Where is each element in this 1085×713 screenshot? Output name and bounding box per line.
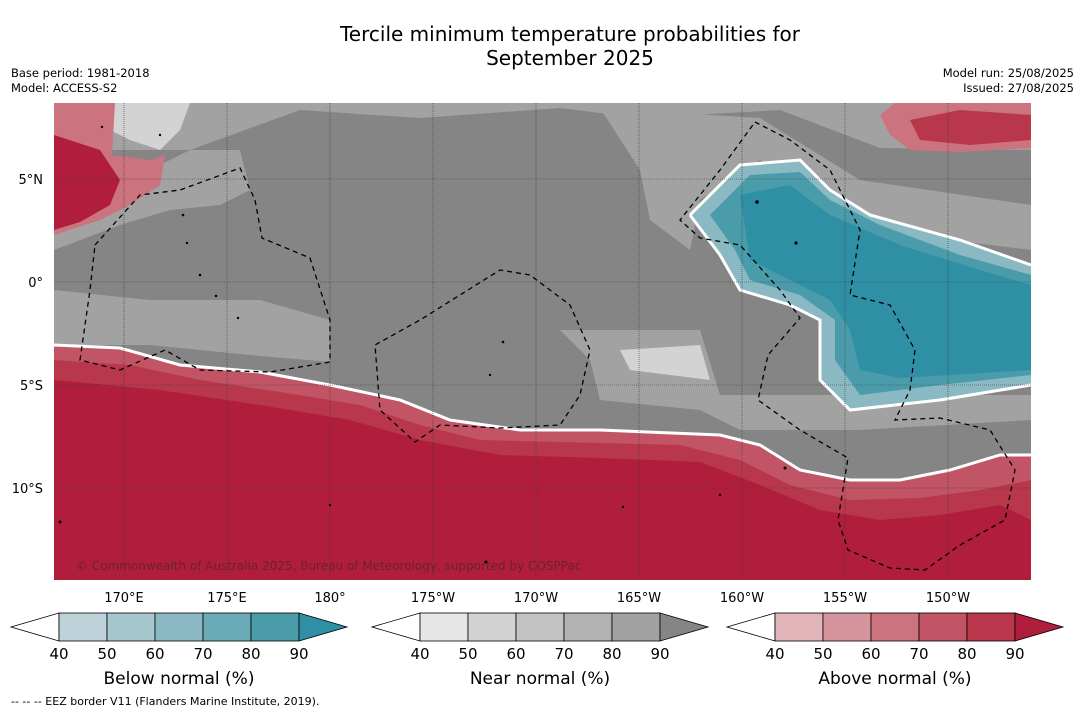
colorbar-segment [774,612,824,642]
colorbar-segment [563,612,613,642]
graticule [54,103,1031,580]
eez-border-west [79,167,331,373]
title-line-1: Tercile minimum temperature probabilitie… [339,22,801,46]
model-name: Model: ACCESS-S2 [11,80,118,95]
lat-label: 0° [28,276,43,291]
colorbar-segment [106,612,156,642]
colorbar-tick-label: 70 [554,645,573,663]
colorbar-segment [419,612,469,642]
below-normal-boundary [688,158,1031,267]
colorbar-tick-label: 70 [193,645,212,663]
colorbar-segment [250,612,300,642]
colorbar-tick-label: 80 [241,645,260,663]
colorbar-segment [467,612,517,642]
colorbar-tick-label: 90 [1005,645,1024,663]
lon-label: 160°W [720,591,764,606]
colorbar-below-normal: Below normal (%) 40 50 60 70 80 90 [9,612,349,689]
above-normal-south-core [54,380,1031,580]
colorbar-tick-label: 60 [861,645,880,663]
colorbar-tick-label: 80 [602,645,621,663]
meta-left: Base period: 1981-2018 Model: ACCESS-S2 [11,66,150,95]
colorbar-tick-label: 60 [145,645,164,663]
title-line-2: September 2025 [486,46,654,70]
colorbar-over-triangle [659,612,710,642]
lon-label: 150°W [926,591,970,606]
colorbar-segment [515,612,565,642]
lon-label: 170°E [104,591,144,606]
lat-label: 5°N [19,173,44,188]
colorbar-tick-label: 80 [957,645,976,663]
below-normal-boundary-south [688,214,1031,412]
colorbar-segment [202,612,252,642]
latitude-labels: 5°N 0° 5°S 10°S [12,173,43,497]
colorbar-tick-label: 40 [410,645,429,663]
colorbar-tick-label: 90 [650,645,669,663]
above-normal-ne-core [910,110,1031,145]
base-period: Base period: 1981-2018 [11,66,150,80]
islands [58,125,798,564]
colorbar-tick-label: 40 [49,645,68,663]
lon-label: 170°W [514,591,558,606]
issued-date: Issued: 27/08/2025 [963,80,1074,95]
colorbar-segment [154,612,204,642]
eez-borders [79,121,1016,571]
colorbar-tick-label: 50 [458,645,477,663]
colorbar-segment [870,612,920,642]
eez-footnote: -- -- -- EEZ border V11 (Flanders Marine… [11,695,320,708]
above-normal-nw-core [54,135,120,230]
lon-label: 155°W [823,591,867,606]
eez-border-central [374,269,591,443]
colorbar-segment [918,612,968,642]
meta-right: Model run: 25/08/2025 Issued: 27/08/2025 [943,66,1074,95]
near-normal-light-patch [620,345,710,380]
map-field: © Commonwealth of Australia 2025, Bureau… [54,103,1031,580]
colorbar-under-triangle [725,612,776,642]
colorbar-segment [611,612,661,642]
colorbar-title: Above normal (%) [818,669,971,689]
longitude-labels: 170°E 175°E 180° 175°W 170°W 165°W 160°W… [104,591,970,606]
colorbar-under-triangle [9,612,60,642]
colorbar-tick-label: 50 [813,645,832,663]
lon-label: 165°W [617,591,661,606]
colorbar-segment [822,612,872,642]
eez-border-east [679,121,1016,571]
lat-label: 10°S [12,482,43,497]
colorbar-title: Below normal (%) [104,669,255,689]
colorbar-tick-label: 90 [289,645,308,663]
copyright-text: © Commonwealth of Australia 2025, Bureau… [76,559,581,573]
colorbar-segment [966,612,1016,642]
colorbar-under-triangle [370,612,421,642]
lon-label: 180° [314,591,345,606]
colorbar-over-triangle [298,612,349,642]
near-normal-band-sw [54,290,330,362]
lat-label: 5°S [20,379,43,394]
colorbar-segment [58,612,108,642]
below-normal-core [740,185,1031,378]
colorbar-tick-label: 40 [765,645,784,663]
near-normal-light-north [100,103,190,150]
above-normal-boundary [54,343,1031,482]
colorbar-tick-label: 70 [909,645,928,663]
colorbar-tick-label: 60 [506,645,525,663]
colorbar-above-normal: Above normal (%) 40 50 60 70 80 90 [725,612,1065,689]
colorbar-over-triangle [1014,612,1065,642]
lon-label: 175°E [207,591,247,606]
near-normal-band-west [54,150,250,250]
map-title: Tercile minimum temperature probabilitie… [0,22,1085,70]
model-run: Model run: 25/08/2025 [942,66,1074,80]
colorbar-tick-label: 50 [97,645,116,663]
lon-label: 175°W [411,591,455,606]
colorbar-near-normal: Near normal (%) 40 50 60 70 80 90 [370,612,710,689]
colorbar-title: Near normal (%) [470,669,610,689]
